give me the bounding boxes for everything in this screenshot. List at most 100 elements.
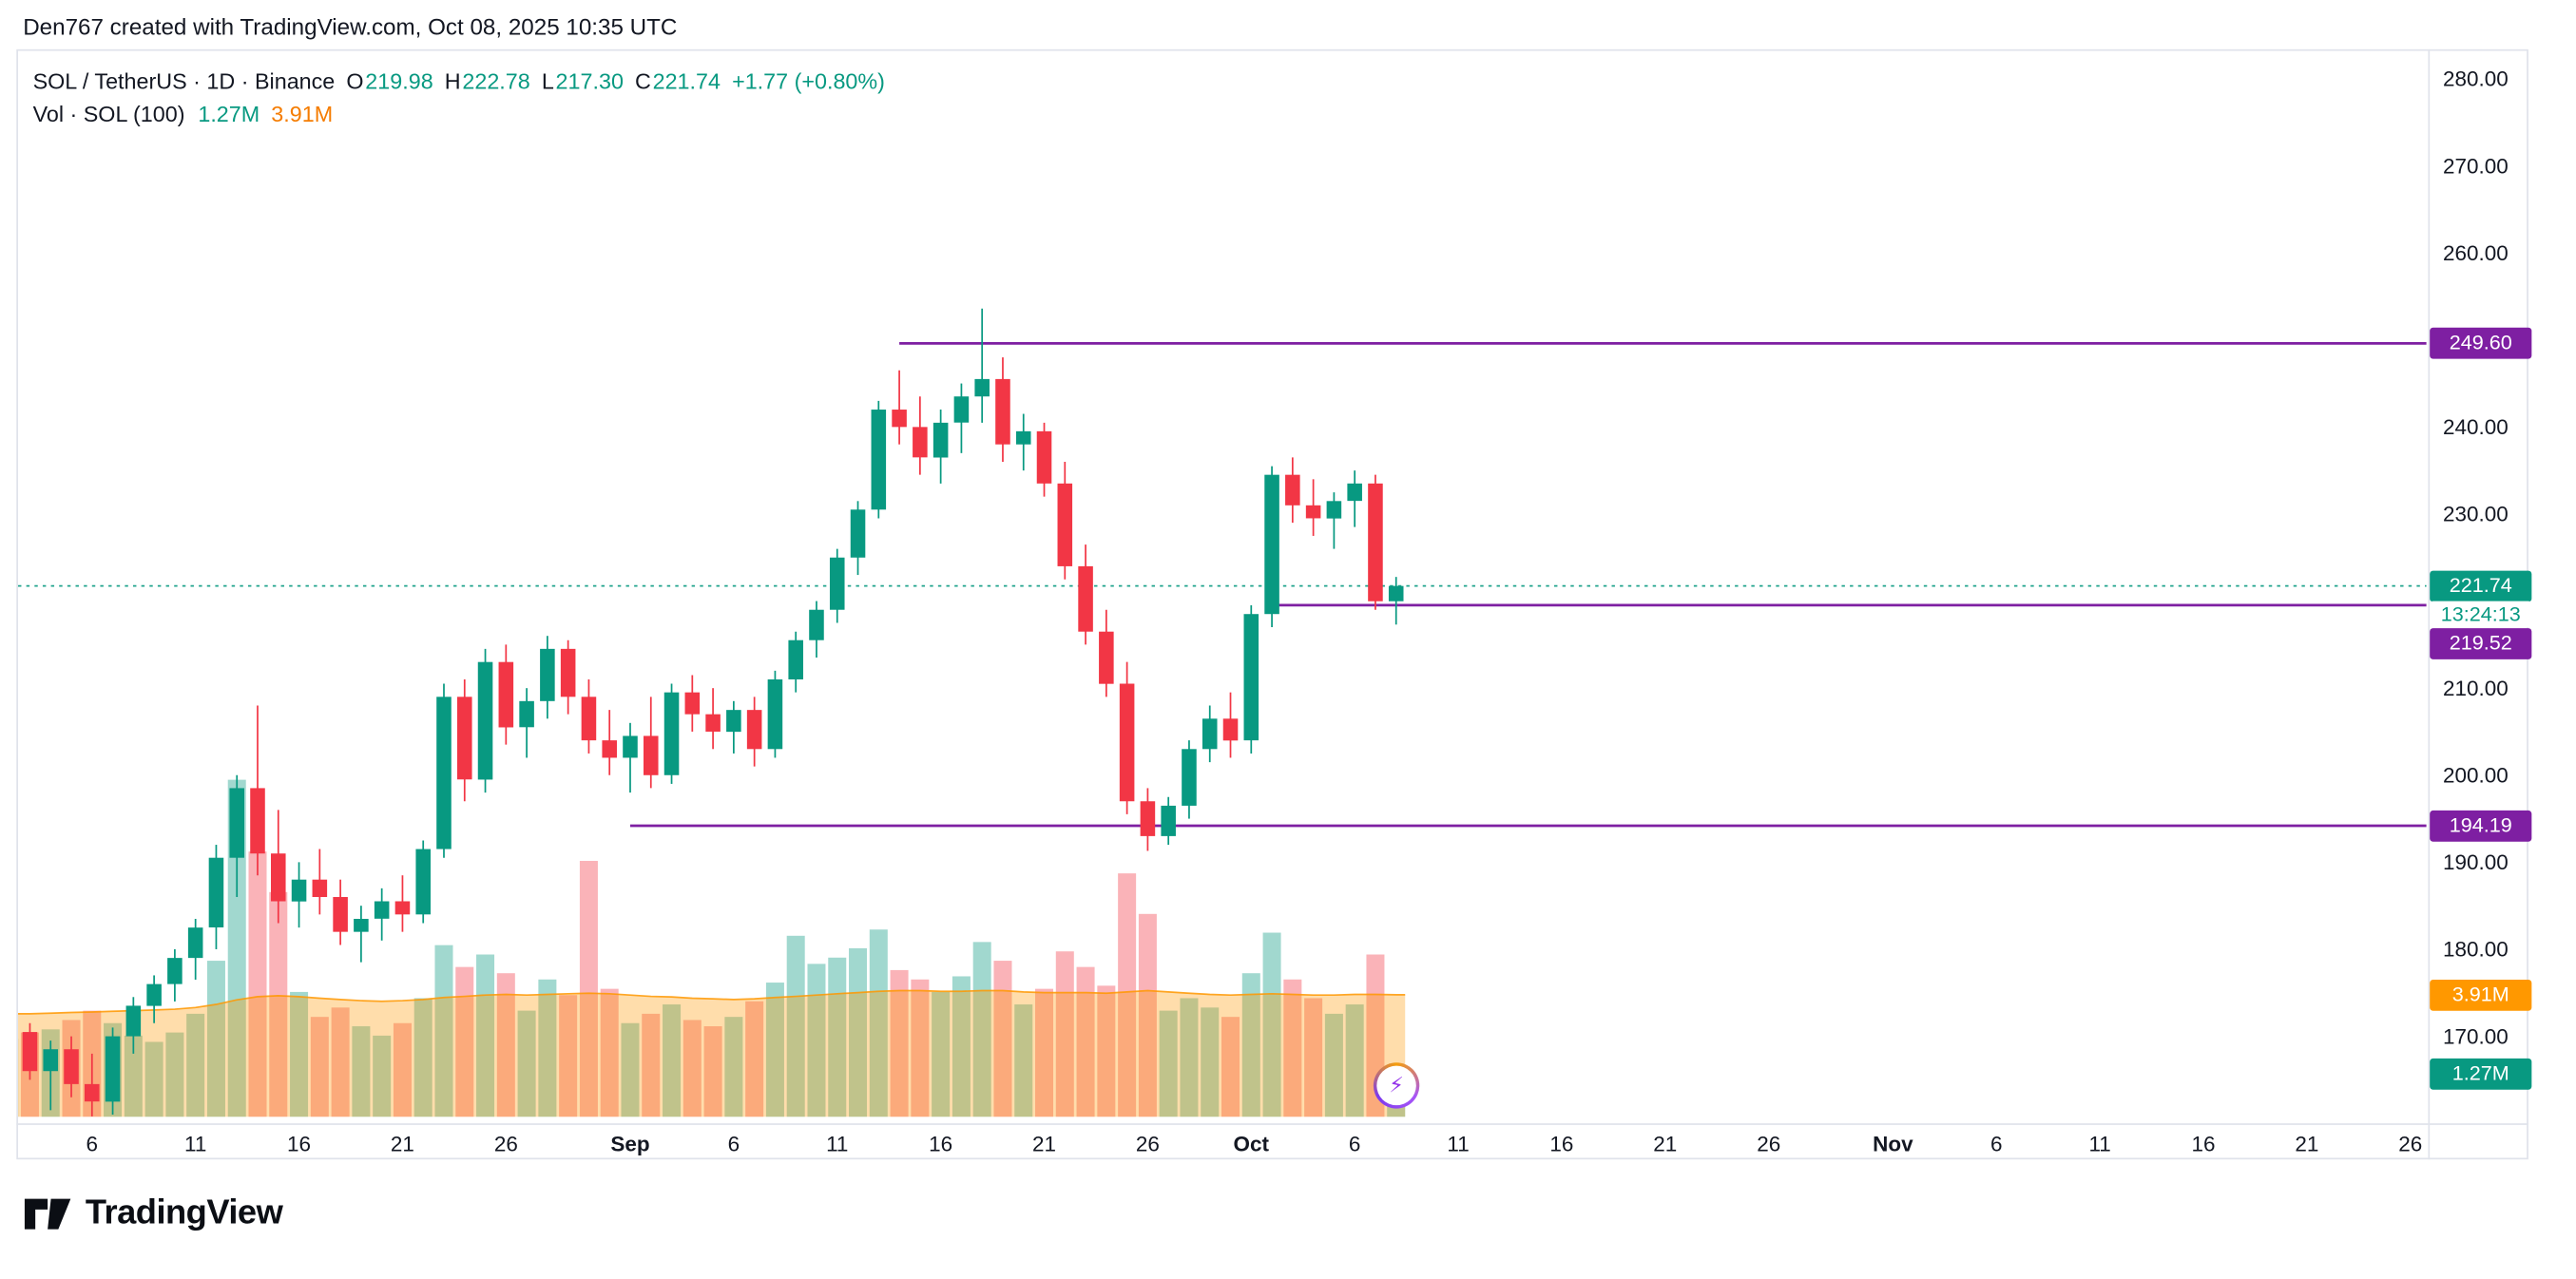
price-badge-219-52: 219.52 (2430, 628, 2532, 659)
volume-bar (1262, 932, 1281, 1117)
candle-body (1078, 565, 1093, 632)
price-axis-label: 270.00 (2443, 153, 2509, 179)
candle-body (125, 1005, 142, 1037)
legend-low: L 217.30 (541, 68, 624, 94)
volume-bar (911, 979, 930, 1117)
legend-symbol[interactable]: SOL / TetherUS · 1D · Binance (32, 68, 336, 94)
lightning-icon: ⚡ (1376, 1065, 1416, 1106)
volume-bar (1241, 973, 1260, 1117)
candle-body (477, 661, 493, 780)
time-axis-label: 26 (2398, 1131, 2423, 1156)
tradingview-logo-icon[interactable] (23, 1193, 72, 1235)
time-axis-label: 11 (826, 1131, 849, 1156)
price-badge-1-27M: 1.27M (2430, 1058, 2532, 1090)
candle-body (1161, 805, 1176, 836)
volume-bar (310, 1017, 329, 1117)
volume-bar (455, 966, 474, 1117)
candle-body (498, 661, 514, 728)
time-axis-label: Sep (610, 1131, 650, 1156)
candle-body (22, 1032, 38, 1072)
volume-bar (972, 942, 991, 1117)
time-axis-label: 11 (184, 1131, 207, 1156)
volume-bar (621, 1022, 640, 1117)
volume-bar (765, 983, 784, 1117)
candle-body (540, 648, 555, 701)
volume-bar (642, 1013, 661, 1117)
volume-bar (1283, 979, 1302, 1117)
time-axis-label: 16 (287, 1131, 312, 1156)
legend-volume-label[interactable]: Vol · SOL (100) (32, 102, 185, 127)
price-badge-221-74: 221.74 (2430, 570, 2532, 602)
legend-close: C 221.74 (635, 68, 721, 94)
candle-body (932, 422, 949, 458)
candle-body (913, 427, 928, 458)
candle-body (1285, 474, 1300, 506)
volume-bar (663, 1004, 682, 1117)
volume-bar (579, 860, 598, 1117)
candle-body (456, 697, 472, 780)
candle-body (167, 958, 183, 984)
candle-body (250, 788, 265, 854)
candle-body (1182, 749, 1197, 806)
candle-body (788, 640, 803, 680)
candle-body (1264, 474, 1279, 615)
time-axis-label: 6 (1990, 1131, 2003, 1156)
candle-body (560, 648, 576, 697)
time-axis-label: 11 (1447, 1131, 1470, 1156)
volume-bar (869, 929, 888, 1117)
candle-body (519, 700, 534, 728)
tradingview-logo-text[interactable]: TradingView (85, 1193, 283, 1232)
volume-bar (517, 1010, 536, 1117)
time-axis-label: 11 (2088, 1131, 2111, 1156)
candle-body (208, 857, 224, 927)
volume-bar (124, 1035, 143, 1117)
footer-brand: TradingView (23, 1193, 283, 1235)
time-axis-separator (16, 1123, 2528, 1125)
volume-bar (186, 1013, 205, 1117)
volume-ma-area (18, 990, 1406, 1117)
volume-bar (165, 1032, 184, 1117)
time-axis-label: 16 (1549, 1131, 1574, 1156)
volume-bar (600, 988, 619, 1117)
price-axis-label: 210.00 (2443, 676, 2509, 701)
volume-bar (1014, 1004, 1033, 1117)
volume-bar (269, 891, 288, 1117)
volume-bar (538, 979, 557, 1117)
candle-body (1243, 614, 1259, 741)
legend-volume-ma-value: 3.91M (271, 102, 334, 127)
volume-bar (1304, 998, 1323, 1117)
candle-body (829, 557, 845, 610)
volume-bar (932, 991, 951, 1117)
candle-body (1099, 631, 1114, 684)
candle-body (354, 918, 369, 932)
candle-body (995, 378, 1010, 445)
volume-bar (144, 1041, 163, 1117)
volume-bar (496, 973, 515, 1117)
attribution-text: Den767 created with TradingView.com, Oct… (23, 12, 678, 40)
spark-ai-button[interactable]: ⚡ (1373, 1062, 1420, 1109)
candle-body (374, 901, 390, 919)
candle-body (623, 735, 638, 758)
volume-bar (1035, 988, 1054, 1117)
candle-body (105, 1036, 121, 1102)
candle-body (146, 983, 162, 1006)
volume-ma-line (18, 989, 1406, 1015)
time-axis-label: 26 (1757, 1131, 1781, 1156)
price-axis-label: 190.00 (2443, 849, 2509, 875)
volume-bar (248, 851, 267, 1117)
candle-body (1201, 718, 1218, 750)
volume-bar (1201, 1007, 1220, 1117)
candle-body (1368, 483, 1383, 601)
price-badge-194-19: 194.19 (2430, 810, 2532, 842)
time-axis-label: Nov (1873, 1131, 1913, 1156)
candle-body (1057, 483, 1073, 566)
volume-bar (331, 1007, 350, 1117)
candle-body (1015, 430, 1031, 445)
time-axis-label: 21 (390, 1131, 414, 1156)
candle-body (270, 853, 286, 902)
candle-body (871, 410, 887, 510)
time-axis-label: 6 (1348, 1131, 1361, 1156)
